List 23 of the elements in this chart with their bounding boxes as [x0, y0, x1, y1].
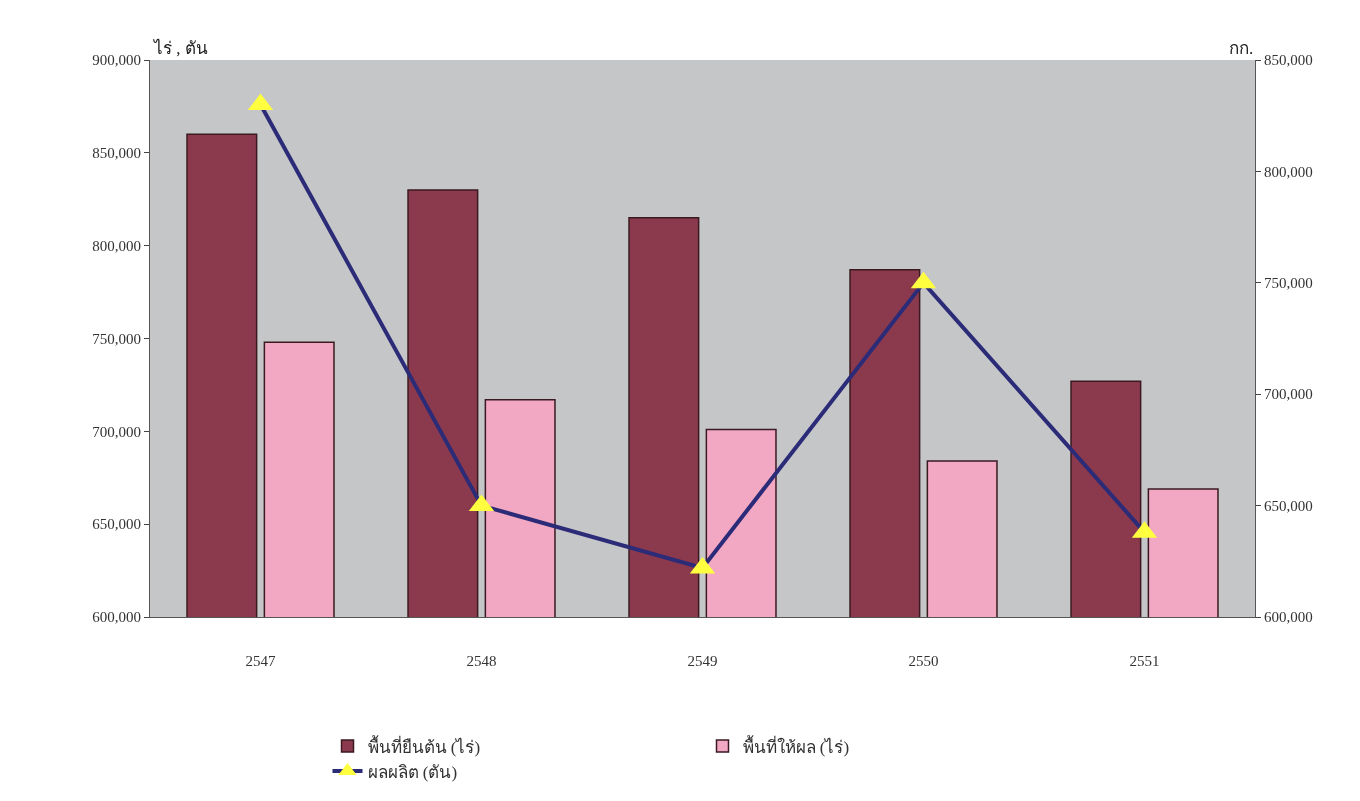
y2-tick-label: 600,000	[1264, 609, 1313, 626]
y-tick-label: 700,000	[92, 423, 141, 440]
y-tick-label: 750,000	[92, 330, 141, 347]
legend-label: พื้นที่ยืนต้น (ไร่)	[367, 734, 481, 757]
y-tick-label: 800,000	[92, 237, 141, 254]
y-tick-label: 850,000	[92, 145, 141, 162]
y2-tick-label: 800,000	[1264, 163, 1313, 180]
legend-label: พื้นที่ให้ผล (ไร่)	[742, 734, 850, 757]
y-tick-label: 600,000	[92, 609, 141, 626]
y-tick-label: 650,000	[92, 516, 141, 533]
y2-axis-title: กก.	[1229, 39, 1254, 58]
legend-label: ผลผลิต (ตัน)	[367, 762, 458, 782]
y2-tick-label: 850,000	[1264, 52, 1313, 69]
x-tick-label: 2551	[1129, 653, 1160, 669]
y2-tick-label: 650,000	[1264, 497, 1313, 514]
y-tick-label: 900,000	[92, 52, 141, 69]
x-tick-label: 2549	[687, 653, 718, 669]
y2-tick-label: 700,000	[1264, 386, 1313, 403]
x-tick-label: 2550	[908, 653, 939, 669]
y-axis-title: ไร่ , ตัน	[152, 38, 208, 58]
x-tick-label: 2547	[245, 653, 276, 669]
x-tick-label: 2548	[466, 653, 497, 669]
y2-tick-label: 750,000	[1264, 275, 1313, 292]
